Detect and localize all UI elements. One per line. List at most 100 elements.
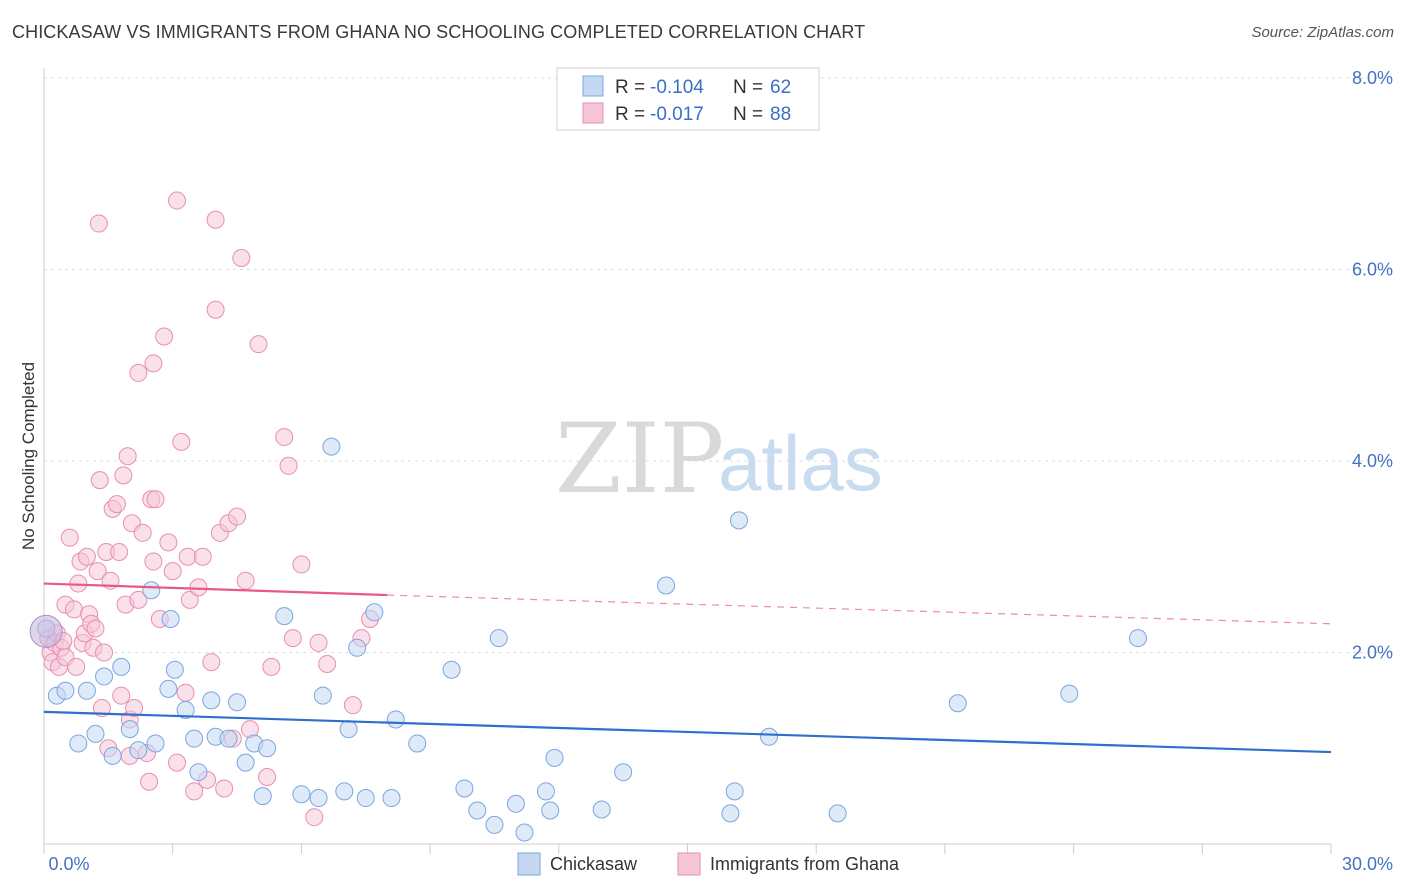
data-point-ghana [77, 547, 96, 566]
chart-title: CHICKASAW VS IMMIGRANTS FROM GHANA NO SC… [12, 22, 866, 42]
data-point-chickasaw [348, 638, 367, 657]
data-point-chickasaw [253, 787, 272, 806]
data-point-ghana [60, 528, 79, 547]
data-point-chickasaw [386, 710, 405, 729]
watermark-atlas: atlas [718, 419, 883, 507]
legend-r-value-1: -0.104 [650, 77, 704, 98]
data-point-chickasaw [86, 724, 105, 743]
data-point-chickasaw [614, 763, 633, 782]
legend-r-value-2: -0.017 [650, 104, 704, 125]
data-point-ghana [140, 772, 159, 791]
data-point-ghana [88, 562, 107, 581]
data-point-chickasaw [536, 782, 555, 801]
data-point-chickasaw [69, 734, 88, 753]
data-point-ghana [292, 555, 311, 574]
data-point-chickasaw [721, 804, 740, 823]
data-point-ghana [283, 629, 302, 648]
data-point-ghana [125, 699, 144, 718]
y-axis-title: No Schooling Completed [19, 362, 38, 550]
data-point-chickasaw [322, 437, 341, 456]
data-point-chickasaw [382, 789, 401, 808]
data-point-chickasaw [948, 694, 967, 713]
data-point-ghana [258, 767, 277, 786]
data-point-ghana [236, 571, 255, 590]
data-point-chickasaw [219, 729, 238, 748]
data-point-chickasaw [202, 691, 221, 710]
trend-line-ghana-extrapolated [387, 594, 1332, 625]
data-point-chickasaw [77, 681, 96, 700]
data-point-chickasaw [189, 763, 208, 782]
data-point-ghana [193, 547, 212, 566]
data-point-chickasaw [339, 720, 358, 739]
data-point-chickasaw [1128, 629, 1147, 648]
data-point-chickasaw [515, 823, 534, 842]
data-point-chickasaw [185, 729, 204, 748]
data-point-ghana [167, 191, 186, 210]
data-point-chickasaw [292, 785, 311, 804]
data-point-ghana [107, 495, 126, 514]
data-point-ghana [318, 654, 337, 673]
data-point-ghana [95, 643, 114, 662]
data-point-ghana [206, 210, 225, 229]
data-point-ghana [89, 214, 108, 233]
grid [44, 77, 1392, 653]
bottom-legend-label-ghana: Immigrants from Ghana [710, 854, 900, 874]
data-point-overlap [29, 614, 63, 648]
series-chickasaw-points [29, 437, 1147, 842]
data-point-ghana [144, 552, 163, 571]
data-point-ghana [112, 686, 131, 705]
data-point-chickasaw [365, 603, 384, 622]
y-tick-label: 8.0% [1352, 68, 1393, 88]
data-point-chickasaw [657, 576, 676, 595]
data-point-chickasaw [729, 511, 748, 530]
data-point-ghana [67, 657, 86, 676]
data-point-chickasaw [828, 804, 847, 823]
data-point-ghana [189, 578, 208, 597]
y-tick-label: 2.0% [1352, 643, 1393, 663]
watermark: ZIP atlas [555, 403, 883, 515]
data-point-ghana [343, 696, 362, 715]
legend-n-value-1: 62 [770, 77, 791, 98]
data-point-ghana [118, 447, 137, 466]
x-tick-label: 0.0% [48, 854, 89, 874]
data-point-chickasaw [1060, 684, 1079, 703]
trend-line-chickasaw [43, 710, 1332, 754]
data-point-ghana [92, 699, 111, 718]
data-point-chickasaw [335, 782, 354, 801]
legend-r-label-1: R = [615, 77, 645, 98]
data-point-chickasaw [313, 686, 332, 705]
data-point-ghana [86, 619, 105, 638]
data-point-chickasaw [275, 607, 294, 626]
data-point-ghana [206, 300, 225, 319]
y-tick-label: 6.0% [1352, 260, 1393, 280]
data-point-ghana [249, 335, 268, 354]
data-point-ghana [110, 542, 129, 561]
data-point-ghana [155, 327, 174, 346]
legend-swatch-ghana [582, 102, 604, 124]
axes [43, 68, 1332, 854]
data-point-ghana [279, 456, 298, 475]
data-point-chickasaw [506, 794, 525, 813]
data-point-ghana [114, 466, 133, 485]
source-label: Source: ZipAtlas.com [1251, 24, 1394, 41]
data-point-ghana [129, 363, 148, 382]
data-point-chickasaw [95, 667, 114, 686]
y-tick-label: 4.0% [1352, 451, 1393, 471]
data-point-chickasaw [120, 720, 139, 739]
data-point-chickasaw [258, 739, 277, 758]
data-point-ghana [167, 753, 186, 772]
data-point-ghana [309, 633, 328, 652]
data-point-chickasaw [725, 782, 744, 801]
data-point-ghana [172, 432, 191, 451]
data-point-ghana [275, 428, 294, 447]
data-point-ghana [146, 490, 165, 509]
legend-n-label-1: N = [733, 77, 763, 98]
data-point-ghana [180, 590, 199, 609]
bottom-legend-swatch-chickasaw [517, 852, 541, 876]
data-point-ghana [176, 683, 195, 702]
data-point-chickasaw [146, 734, 165, 753]
series-legend: Chickasaw Immigrants from Ghana [517, 852, 900, 876]
tick-labels: 2.0% 4.0% 6.0% 8.0% 0.0% 30.0% [48, 68, 1393, 874]
data-point-chickasaw [165, 660, 184, 679]
legend-n-label-2: N = [733, 104, 763, 125]
